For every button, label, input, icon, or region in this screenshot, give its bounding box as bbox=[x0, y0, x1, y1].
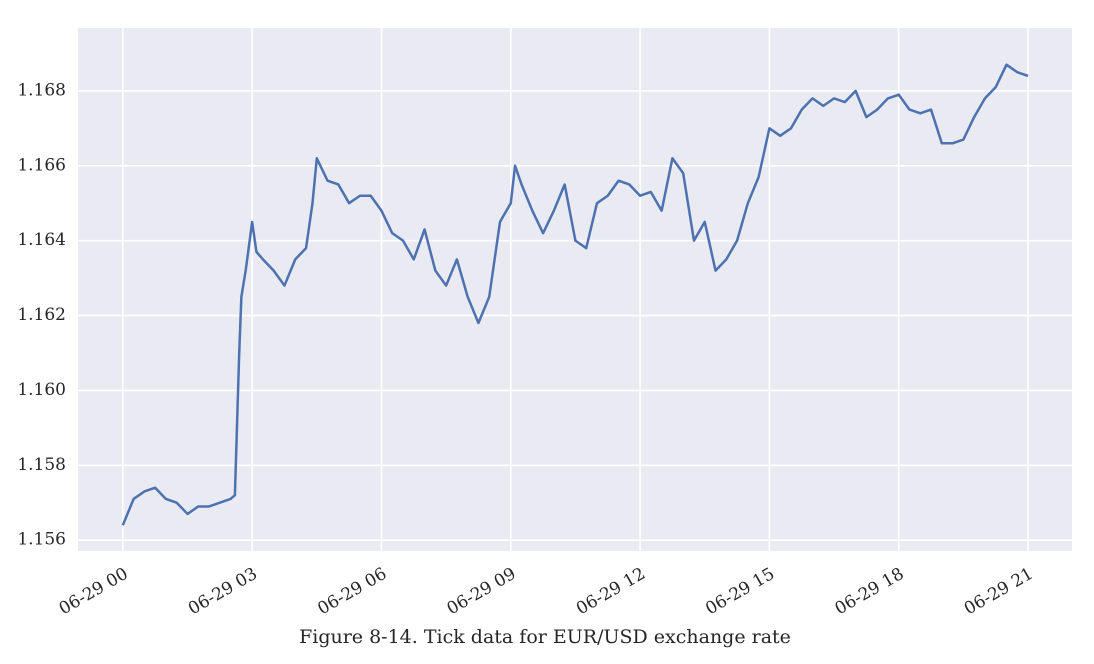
x-tick-label: 06-29 06 bbox=[314, 564, 390, 619]
chart-title: Figure 8-14. Tick data for EUR/USD excha… bbox=[299, 626, 791, 648]
plot-area bbox=[78, 28, 1072, 551]
x-tick-label: 06-29 00 bbox=[56, 564, 132, 619]
line-series bbox=[121, 63, 1029, 526]
y-tick-label: 1.166 bbox=[17, 155, 66, 175]
x-tick-label: 06-29 21 bbox=[961, 564, 1037, 619]
y-tick-label: 1.168 bbox=[17, 80, 66, 100]
y-tick-label: 1.156 bbox=[17, 530, 66, 550]
y-tick-label: 1.158 bbox=[17, 455, 66, 475]
y-tick-label: 1.160 bbox=[17, 380, 66, 400]
y-tick-label: 1.162 bbox=[17, 305, 66, 325]
x-tick-label: 06-29 15 bbox=[702, 564, 778, 619]
x-tick-label: 06-29 18 bbox=[832, 564, 908, 619]
y-tick-label: 1.164 bbox=[17, 230, 66, 250]
x-tick-label: 06-29 09 bbox=[444, 564, 520, 619]
x-tick-label: 06-29 12 bbox=[573, 564, 649, 619]
x-tick-label: 06-29 03 bbox=[185, 564, 261, 619]
